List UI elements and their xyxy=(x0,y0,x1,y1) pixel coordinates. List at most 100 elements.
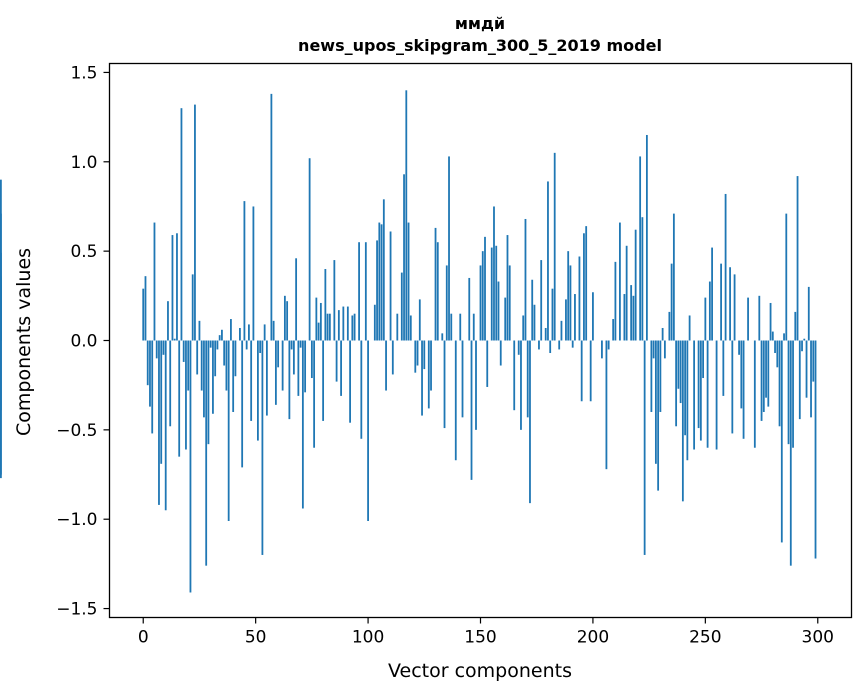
bar xyxy=(198,320,201,341)
bar xyxy=(805,340,808,398)
bar xyxy=(360,340,363,439)
bar xyxy=(340,340,342,396)
bar-series xyxy=(0,90,817,593)
bar xyxy=(522,315,525,341)
bar xyxy=(675,340,678,427)
bar xyxy=(286,301,289,341)
bar xyxy=(146,340,149,386)
bar xyxy=(486,340,489,387)
bar xyxy=(158,340,160,505)
bar xyxy=(796,176,799,341)
y-tick-label: 1.0 xyxy=(70,153,97,173)
bar xyxy=(538,340,540,350)
bar xyxy=(776,340,779,368)
bar xyxy=(241,340,244,468)
bar xyxy=(308,158,311,341)
bar xyxy=(227,340,230,521)
bar xyxy=(652,340,655,359)
bar xyxy=(574,294,576,341)
bar xyxy=(250,340,253,421)
bar xyxy=(322,340,325,421)
bar xyxy=(592,292,594,341)
x-tick-label: 200 xyxy=(577,628,609,648)
bar xyxy=(524,218,527,341)
bar xyxy=(706,340,709,448)
bar xyxy=(614,261,617,341)
bar xyxy=(216,340,219,350)
bar xyxy=(812,340,815,382)
bar xyxy=(583,233,585,341)
bar xyxy=(337,310,340,341)
bar xyxy=(553,152,556,341)
bar xyxy=(367,340,369,521)
bar xyxy=(245,340,248,350)
bar xyxy=(520,340,522,430)
bar xyxy=(578,256,581,341)
x-axis-label: Vector components xyxy=(388,660,572,682)
bar xyxy=(335,340,338,382)
bar xyxy=(767,340,770,407)
bar xyxy=(585,226,588,341)
bar xyxy=(684,340,687,436)
bar xyxy=(212,340,214,414)
bar xyxy=(191,274,194,341)
bar xyxy=(317,322,320,341)
bar xyxy=(711,247,713,341)
bar xyxy=(423,340,426,370)
bar xyxy=(677,340,680,389)
y-axis-label: Components values xyxy=(13,248,35,436)
bar xyxy=(0,340,2,479)
bar xyxy=(645,134,648,341)
bar xyxy=(414,340,417,373)
bar xyxy=(780,340,783,543)
bar xyxy=(270,93,273,341)
bar xyxy=(526,340,529,418)
bar xyxy=(0,179,2,341)
bar xyxy=(358,242,360,341)
bar xyxy=(391,340,394,375)
bar xyxy=(142,288,145,341)
bar xyxy=(769,302,772,341)
x-tick-label: 100 xyxy=(352,628,384,648)
y-axis: −1.5 −1.0 −0.5 0.0 0.5 1.0 1.5 xyxy=(56,63,110,620)
bar xyxy=(342,306,345,341)
bar xyxy=(499,340,502,366)
bar xyxy=(333,260,336,341)
bar xyxy=(517,340,520,355)
bar xyxy=(792,340,794,448)
bar xyxy=(149,340,151,407)
bar xyxy=(351,315,354,341)
bar xyxy=(659,340,662,412)
bar xyxy=(724,193,727,341)
bar xyxy=(672,213,675,341)
bar xyxy=(738,340,740,355)
bar xyxy=(214,340,217,377)
bar xyxy=(203,340,205,418)
bar xyxy=(758,295,761,341)
bar xyxy=(567,251,570,341)
bar xyxy=(601,340,603,359)
bar xyxy=(259,340,262,354)
bar xyxy=(697,340,700,429)
bar xyxy=(378,222,381,341)
bar xyxy=(234,340,237,377)
bar xyxy=(299,340,302,348)
bar xyxy=(654,340,657,464)
bar xyxy=(794,311,797,341)
y-tick-label: 0.5 xyxy=(70,242,97,262)
bar xyxy=(472,313,475,341)
bar xyxy=(810,340,812,418)
y-tick-label: 0.0 xyxy=(70,332,97,352)
bar xyxy=(221,329,223,341)
bar xyxy=(407,222,410,341)
bar xyxy=(207,340,210,445)
bar xyxy=(681,340,684,502)
x-axis: 0 50 100 150 200 250 300 xyxy=(138,617,834,648)
bar xyxy=(693,340,696,450)
bar xyxy=(281,340,284,391)
bar xyxy=(798,340,801,420)
bar xyxy=(803,338,806,341)
bar xyxy=(162,340,165,355)
bar xyxy=(720,263,722,341)
bar xyxy=(382,199,385,341)
